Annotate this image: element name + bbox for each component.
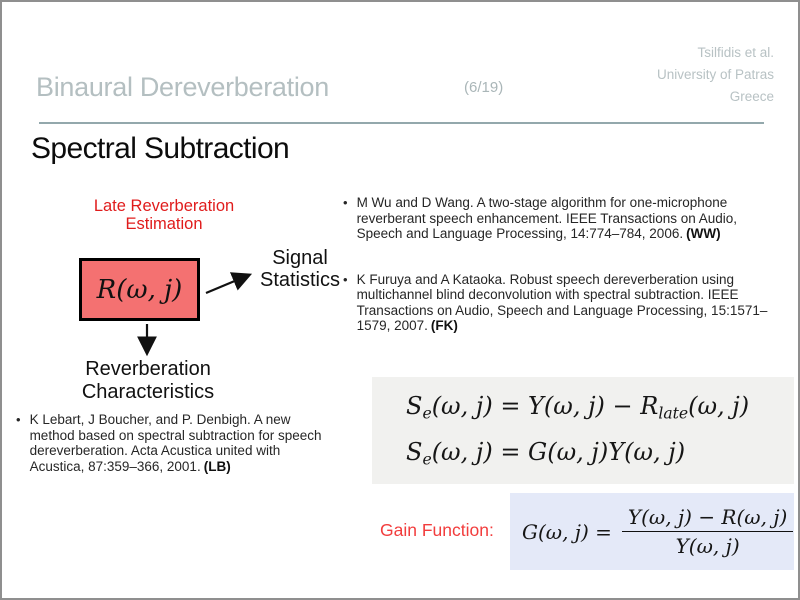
citation-text: M Wu and D Wang. A two-stage algorithm f…: [356, 195, 738, 241]
estimation-box: R(ω, j): [79, 258, 200, 321]
gain-equation-box: G(ω, j) = Y(ω, j) − R(ω, j) Y(ω, j): [510, 493, 794, 570]
box-formula: R(ω, j): [96, 274, 183, 305]
fraction-numerator: Y(ω, j) − R(ω, j): [621, 505, 794, 532]
citation-tag: (WW): [686, 226, 721, 241]
signal-statistics-label: Signal Statistics: [259, 247, 341, 291]
gain-equation-fraction: Y(ω, j) − R(ω, j) Y(ω, j): [621, 505, 794, 558]
affiliation-country: Greece: [729, 89, 774, 104]
citation-text: K Lebart, J Boucher, and P. Denbigh. A n…: [29, 412, 322, 474]
bullet-icon: •: [16, 412, 21, 427]
late-reverberation-label: Late Reverberation Estimation: [93, 197, 235, 233]
bullet-icon: •: [343, 271, 348, 287]
header-divider: [39, 122, 764, 124]
reverberation-characteristics-label: Reverberation Characteristics: [81, 358, 215, 403]
gain-function-label: Gain Function:: [380, 520, 494, 540]
citation-lb: • K Lebart, J Boucher, and P. Denbigh. A…: [16, 412, 330, 474]
arrow-right-icon: [205, 272, 253, 295]
affiliation-authors: Tsilfidis et al.: [697, 45, 774, 60]
bullet-icon: •: [343, 195, 348, 210]
presentation-title: Binaural Dereverberation: [36, 72, 329, 102]
equation-1: Se(ω, j) = Y(ω, j) − Rlate(ω, j): [406, 392, 750, 423]
subtraction-equations-box: Se(ω, j) = Y(ω, j) − Rlate(ω, j) Se(ω, j…: [372, 377, 794, 484]
affiliation-university: University of Patras: [656, 67, 774, 82]
affiliation-block: Tsilfidis et al. University of Patras Gr…: [657, 42, 774, 108]
citation-tag: (LB): [203, 458, 231, 474]
arrow-down-icon: [137, 324, 157, 357]
citation-fk: • K Furuya and A Kataoka. Robust speech …: [343, 272, 781, 334]
citation-list: • M Wu and D Wang. A two-stage algorithm…: [343, 195, 781, 334]
citation-text: K Furuya and A Kataoka. Robust speech de…: [356, 271, 768, 334]
equation-2: Se(ω, j) = G(ω, j)Y(ω, j): [406, 438, 686, 469]
citation-ww: • M Wu and D Wang. A two-stage algorithm…: [343, 195, 781, 242]
slide-title: Spectral Subtraction: [31, 132, 290, 165]
fraction-denominator: Y(ω, j): [675, 534, 740, 558]
gain-equation-lhs: G(ω, j) =: [522, 519, 612, 544]
page-number: (6/19): [464, 79, 504, 96]
citation-tag: (FK): [430, 318, 458, 333]
